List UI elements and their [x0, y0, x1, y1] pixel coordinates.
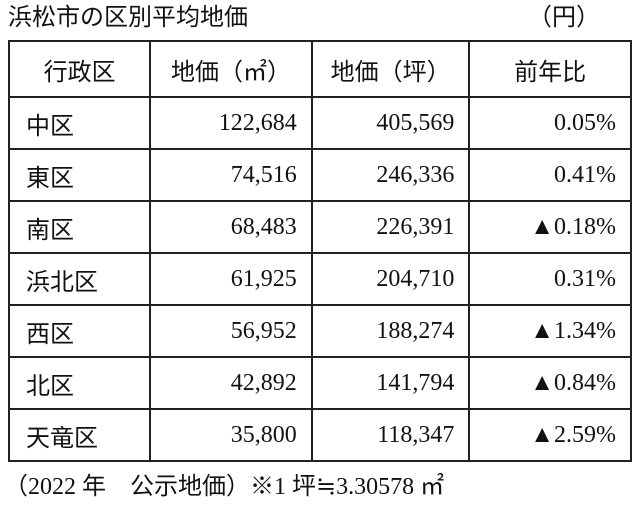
- district-cell: 天竜区: [7, 408, 152, 462]
- table-row: 西区 56,952 188,274 ▲1.34%: [7, 304, 632, 358]
- value-cell: 35,800: [149, 408, 313, 462]
- value-cell: ▲2.59%: [468, 408, 632, 462]
- value-cell: 118,347: [310, 408, 471, 462]
- value-cell: 68,483: [149, 200, 313, 254]
- value-cell: ▲1.34%: [468, 304, 632, 358]
- value-cell: 0.05%: [468, 96, 632, 150]
- value-cell: 188,274: [310, 304, 471, 358]
- district-cell: 東区: [7, 148, 152, 202]
- value-cell: 246,336: [310, 148, 471, 202]
- table: 行政区 地価（㎡） 地価（坪） 前年比 中区 122,684 405,569 0.05% 東区…: [7, 40, 632, 462]
- value-cell: 204,710: [310, 252, 471, 306]
- district-cell: 西区: [7, 304, 152, 358]
- header-row: 行政区 地価（㎡） 地価（坪） 前年比: [7, 40, 632, 98]
- value-cell: 61,925: [149, 252, 313, 306]
- table-row: 北区 42,892 141,794 ▲0.84%: [7, 356, 632, 410]
- district-cell: 南区: [7, 200, 152, 254]
- column-header: 前年比: [468, 40, 632, 98]
- district-cell: 北区: [7, 356, 152, 410]
- value-cell: 56,952: [149, 304, 313, 358]
- value-cell: 405,569: [310, 96, 471, 150]
- table-row: 浜北区 61,925 204,710 0.31%: [7, 252, 632, 306]
- value-cell: 141,794: [310, 356, 471, 410]
- value-cell: ▲0.84%: [468, 356, 632, 410]
- title: 浜松市の区別平均地価: [8, 5, 248, 31]
- table-row: 東区 74,516 246,336 0.41%: [7, 148, 632, 202]
- unit: （円）: [528, 5, 600, 31]
- column-header: 地価（㎡）: [149, 40, 313, 98]
- value-cell: 0.41%: [468, 148, 632, 202]
- table-row: 南区 68,483 226,391 ▲0.18%: [7, 200, 632, 254]
- value-cell: 0.31%: [468, 252, 632, 306]
- column-header: 行政区: [7, 40, 152, 98]
- value-cell: ▲0.18%: [468, 200, 632, 254]
- district-cell: 浜北区: [7, 252, 152, 306]
- table-row: 天竜区 35,800 118,347 ▲2.59%: [7, 408, 632, 462]
- column-header: 地価（坪）: [310, 40, 471, 98]
- table-body: 中区 122,684 405,569 0.05% 東区 74,516 246,336 0.41…: [7, 96, 632, 462]
- value-cell: 74,516: [149, 148, 313, 202]
- value-cell: 42,892: [149, 356, 313, 410]
- district-cell: 中区: [7, 96, 152, 150]
- value-cell: 226,391: [310, 200, 471, 254]
- footnote: （2022 年 公示地価）※1 坪≒3.30578 ㎡: [4, 474, 445, 500]
- value-cell: 122,684: [149, 96, 313, 150]
- table-row: 中区 122,684 405,569 0.05%: [7, 96, 632, 150]
